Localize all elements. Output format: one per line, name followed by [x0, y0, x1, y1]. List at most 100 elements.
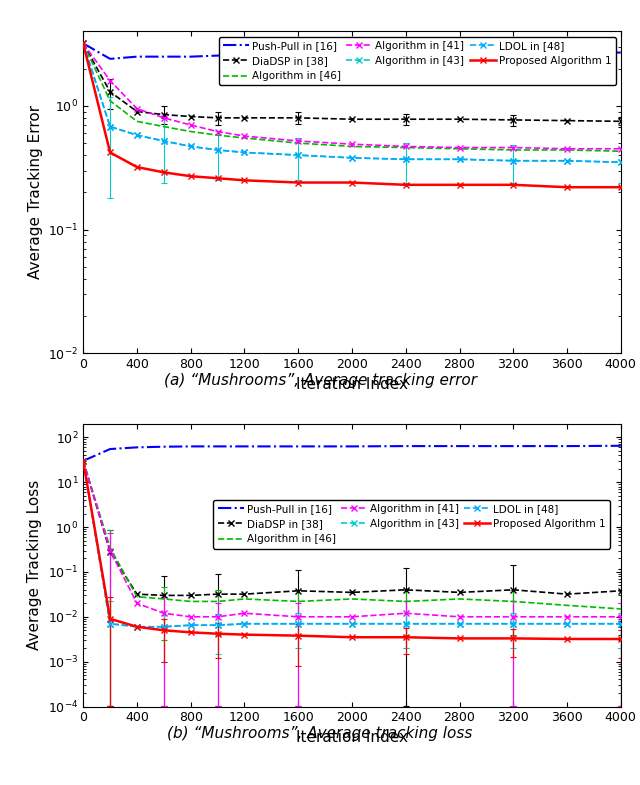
Y-axis label: Average Tracking Error: Average Tracking Error	[28, 105, 43, 279]
Algorithm in [41]	[106, 546, 114, 555]
Algorithm in [41]	[160, 608, 168, 618]
Line: Push-Pull in [16]: Push-Pull in [16]	[83, 43, 621, 59]
Algorithm in [41]	[402, 608, 410, 618]
DiaDSP in [38]	[402, 115, 410, 124]
Algorithm in [46]	[348, 142, 356, 152]
Proposed Algorithm 1	[79, 456, 87, 466]
Algorithm in [43]	[348, 153, 356, 162]
Algorithm in [46]	[241, 133, 248, 143]
Algorithm in [46]	[241, 594, 248, 604]
Algorithm in [43]	[617, 619, 625, 629]
Algorithm in [41]	[294, 612, 302, 622]
Proposed Algorithm 1	[160, 168, 168, 177]
Push-Pull in [16]	[187, 52, 195, 61]
Push-Pull in [16]	[160, 442, 168, 451]
Algorithm in [46]	[402, 597, 410, 606]
DiaDSP in [38]	[241, 113, 248, 122]
Push-Pull in [16]	[106, 444, 114, 454]
Proposed Algorithm 1	[160, 626, 168, 635]
DiaDSP in [38]	[241, 590, 248, 599]
Algorithm in [46]	[563, 601, 571, 610]
DiaDSP in [38]	[160, 590, 168, 600]
Proposed Algorithm 1	[214, 629, 221, 638]
Line: Proposed Algorithm 1: Proposed Algorithm 1	[80, 40, 624, 191]
DiaDSP in [38]	[106, 547, 114, 557]
Proposed Algorithm 1	[133, 162, 141, 172]
Algorithm in [43]	[348, 619, 356, 629]
Algorithm in [41]	[348, 612, 356, 622]
Algorithm in [43]	[509, 619, 517, 629]
DiaDSP in [38]	[133, 107, 141, 116]
Push-Pull in [16]	[402, 49, 410, 59]
LDOL in [48]	[79, 38, 87, 48]
Y-axis label: Average Tracking Loss: Average Tracking Loss	[28, 480, 42, 650]
Algorithm in [46]	[456, 144, 463, 154]
DiaDSP in [38]	[456, 115, 463, 124]
Push-Pull in [16]	[187, 442, 195, 451]
LDOL in [48]	[187, 620, 195, 630]
LDOL in [48]	[106, 122, 114, 131]
Algorithm in [46]	[294, 138, 302, 148]
Proposed Algorithm 1	[241, 630, 248, 639]
Push-Pull in [16]	[348, 442, 356, 451]
Line: LDOL in [48]: LDOL in [48]	[80, 458, 624, 630]
LDOL in [48]	[160, 137, 168, 146]
Algorithm in [41]	[106, 76, 114, 86]
Push-Pull in [16]	[79, 456, 87, 466]
LDOL in [48]	[214, 620, 221, 630]
DiaDSP in [38]	[79, 456, 87, 466]
Algorithm in [43]	[456, 155, 463, 164]
Algorithm in [46]	[456, 594, 463, 604]
Algorithm in [43]	[563, 156, 571, 166]
DiaDSP in [38]	[214, 590, 221, 599]
LDOL in [48]	[133, 622, 141, 631]
DiaDSP in [38]	[187, 590, 195, 600]
Algorithm in [46]	[402, 143, 410, 152]
Line: DiaDSP in [38]: DiaDSP in [38]	[80, 40, 624, 125]
Line: Algorithm in [46]: Algorithm in [46]	[83, 461, 621, 609]
Proposed Algorithm 1	[348, 633, 356, 642]
Proposed Algorithm 1	[214, 173, 221, 183]
Algorithm in [43]	[79, 38, 87, 48]
Proposed Algorithm 1	[133, 622, 141, 631]
DiaDSP in [38]	[509, 115, 517, 125]
Proposed Algorithm 1	[294, 631, 302, 641]
LDOL in [48]	[133, 130, 141, 140]
Proposed Algorithm 1	[456, 180, 463, 189]
Push-Pull in [16]	[617, 441, 625, 451]
LDOL in [48]	[241, 619, 248, 629]
Push-Pull in [16]	[456, 441, 463, 451]
Algorithm in [41]	[79, 456, 87, 466]
Algorithm in [41]	[563, 612, 571, 622]
Push-Pull in [16]	[402, 441, 410, 451]
Algorithm in [46]	[617, 147, 625, 156]
Algorithm in [43]	[106, 122, 114, 131]
Proposed Algorithm 1	[106, 614, 114, 623]
Algorithm in [41]	[214, 612, 221, 622]
Proposed Algorithm 1	[348, 178, 356, 188]
Push-Pull in [16]	[294, 49, 302, 59]
Algorithm in [43]	[160, 137, 168, 146]
Text: (b) “Mushrooms”, Average tracking loss: (b) “Mushrooms”, Average tracking loss	[167, 726, 473, 742]
X-axis label: Iteration Index: Iteration Index	[296, 377, 408, 392]
DiaDSP in [38]	[402, 585, 410, 594]
DiaDSP in [38]	[348, 588, 356, 597]
Algorithm in [46]	[106, 96, 114, 105]
Line: Proposed Algorithm 1: Proposed Algorithm 1	[80, 458, 624, 642]
DiaDSP in [38]	[563, 590, 571, 599]
LDOL in [48]	[402, 155, 410, 164]
Algorithm in [41]	[241, 608, 248, 618]
Algorithm in [41]	[133, 104, 141, 113]
Algorithm in [46]	[160, 122, 168, 131]
LDOL in [48]	[617, 619, 625, 629]
Proposed Algorithm 1	[79, 38, 87, 48]
LDOL in [48]	[160, 622, 168, 631]
Proposed Algorithm 1	[509, 633, 517, 643]
Push-Pull in [16]	[133, 52, 141, 61]
Proposed Algorithm 1	[106, 148, 114, 157]
Algorithm in [46]	[214, 597, 221, 606]
DiaDSP in [38]	[348, 115, 356, 124]
LDOL in [48]	[348, 619, 356, 629]
LDOL in [48]	[456, 619, 463, 629]
DiaDSP in [38]	[214, 113, 221, 122]
